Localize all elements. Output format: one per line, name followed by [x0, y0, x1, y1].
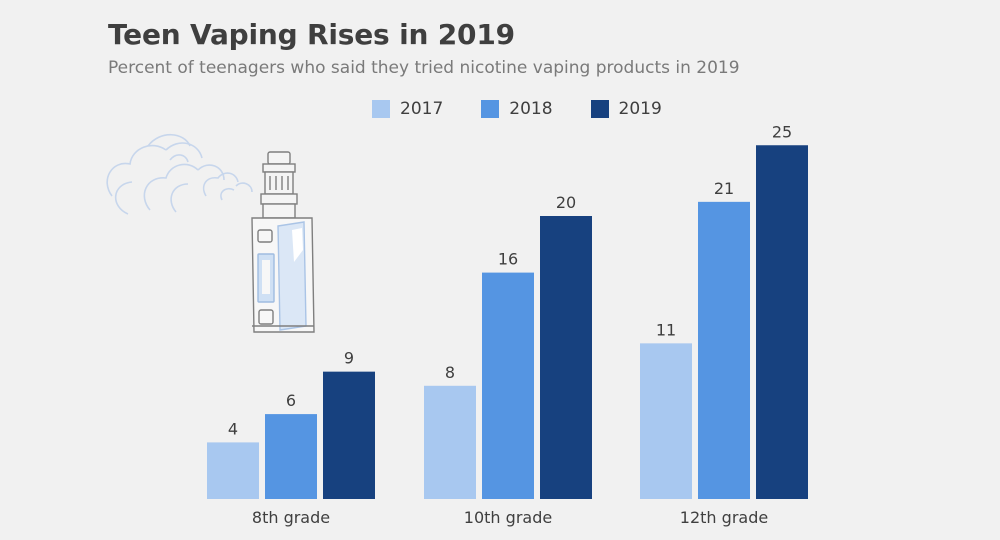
category-label-10th-grade: 10th grade: [464, 508, 552, 527]
legend-item-2017: 2017: [372, 99, 443, 119]
category-label-8th-grade: 8th grade: [252, 508, 330, 527]
legend-swatch-2019: [590, 100, 609, 118]
bar-2017-10th-grade: [424, 385, 476, 499]
chart-title: Teen Vaping Rises in 2019: [108, 18, 515, 51]
legend-swatch-2017: [372, 100, 390, 118]
bar-2018-12th-grade: [698, 201, 750, 499]
value-label-2019-10th-grade: 20: [556, 193, 576, 212]
value-label-2018-8th-grade: 6: [286, 391, 296, 410]
value-label-2018-10th-grade: 16: [498, 250, 518, 269]
legend-label-2019: 2019: [618, 99, 662, 119]
value-label-2018-12th-grade: 21: [714, 179, 734, 198]
bar-2019-12th-grade: [756, 145, 808, 499]
value-label-2017-8th-grade: 4: [228, 419, 238, 438]
legend-label-2018: 2018: [509, 99, 553, 119]
bar-2018-8th-grade: [265, 414, 317, 499]
legend-swatch-2018: [481, 100, 500, 118]
legend-item-2018: 2018: [481, 99, 553, 119]
category-labels-layer: 8th grade 10th grade 12th grade: [252, 508, 768, 527]
legend-item-2019: 2019: [590, 99, 662, 119]
vape-device-icon: [106, 133, 315, 333]
legend-label-2017: 2017: [400, 99, 444, 119]
value-label-2017-10th-grade: 8: [445, 363, 455, 382]
bar-2017-12th-grade: [640, 343, 692, 499]
chart-legend: 2017 2018 2019: [372, 98, 700, 120]
value-labels-layer: 4 6 9 8 16 20 11 21 25: [228, 122, 792, 438]
smoke-cloud-icon: [106, 133, 253, 215]
bars-layer: [207, 145, 808, 499]
category-label-12th-grade: 12th grade: [680, 508, 768, 527]
value-label-2019-8th-grade: 9: [344, 349, 354, 368]
value-label-2019-12th-grade: 25: [772, 122, 792, 141]
bar-2017-8th-grade: [207, 442, 259, 499]
bar-2019-10th-grade: [540, 216, 592, 499]
value-label-2017-12th-grade: 11: [656, 320, 676, 339]
bar-2018-10th-grade: [482, 272, 534, 499]
bar-2019-8th-grade: [323, 371, 375, 499]
chart-subtitle: Percent of teenagers who said they tried…: [108, 58, 740, 78]
